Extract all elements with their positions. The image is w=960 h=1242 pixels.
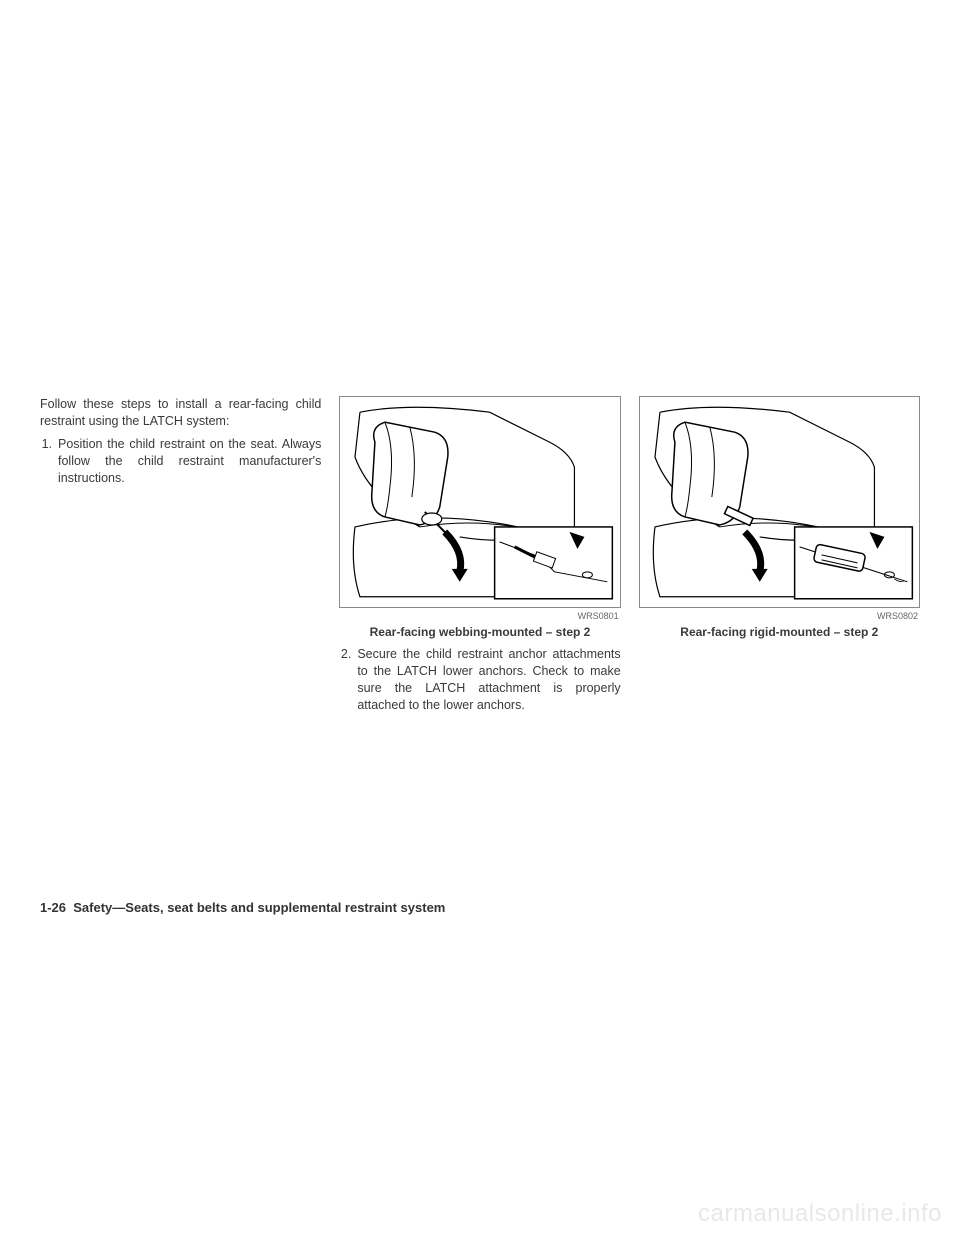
step-2: 2. Secure the child restraint anchor att…: [339, 646, 620, 714]
figure-code-2: WRS0802: [639, 610, 920, 622]
watermark: carmanualsonline.info: [698, 1200, 942, 1228]
step-2-number: 2.: [339, 646, 357, 714]
column-2: WRS0801 Rear-facing webbing-mounted – st…: [339, 396, 620, 714]
content-columns: Follow these steps to install a rear-fac…: [40, 396, 920, 714]
section-title: Safety—Seats, seat belts and supplementa…: [73, 900, 445, 915]
figure-caption-2: Rear-facing rigid-mounted – step 2: [639, 624, 920, 640]
page-number: 1-26: [40, 900, 66, 915]
page-footer: 1-26 Safety—Seats, seat belts and supple…: [40, 900, 445, 915]
column-3: WRS0802 Rear-facing rigid-mounted – step…: [639, 396, 920, 714]
diagram-rigid-icon: [640, 397, 919, 607]
figure-caption-1: Rear-facing webbing-mounted – step 2: [339, 624, 620, 640]
manual-page: Follow these steps to install a rear-fac…: [40, 396, 920, 714]
step-1-number: 1.: [40, 436, 58, 487]
figure-code-1: WRS0801: [339, 610, 620, 622]
figure-rigid-mounted: [639, 396, 920, 608]
column-1: Follow these steps to install a rear-fac…: [40, 396, 321, 714]
figure-webbing-mounted: [339, 396, 620, 608]
step-1-text: Position the child restraint on the seat…: [58, 436, 321, 487]
step-2-text: Secure the child restraint anchor attach…: [357, 646, 620, 714]
diagram-webbing-icon: [340, 397, 619, 607]
step-1: 1. Position the child restraint on the s…: [40, 436, 321, 487]
intro-text: Follow these steps to install a rear-fac…: [40, 396, 321, 430]
